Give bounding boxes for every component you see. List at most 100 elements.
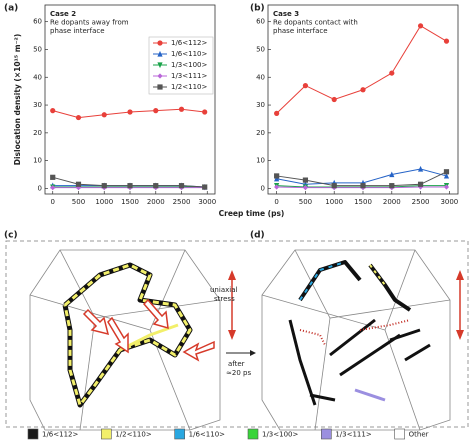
x-tick-label: 2500	[173, 198, 191, 206]
dislocation-segments	[288, 260, 431, 406]
point	[127, 183, 133, 189]
point	[274, 173, 280, 179]
arrow	[82, 298, 215, 362]
point	[443, 169, 450, 175]
legend-swatch	[27, 428, 39, 440]
legend-label: 1/2<110>	[171, 83, 207, 91]
stress-label: uniaxial	[210, 286, 237, 294]
legend-swatch	[247, 428, 259, 440]
point	[50, 108, 56, 114]
legend-label: 1/3<100>	[171, 61, 207, 69]
y-tick-label: 50	[256, 45, 265, 53]
y-tick-label: 0	[38, 184, 42, 192]
point	[50, 185, 56, 191]
point	[274, 184, 280, 190]
point	[389, 70, 395, 76]
x-tick-label: 1500	[121, 198, 139, 206]
y-tick-label: 60	[33, 18, 42, 26]
series-line	[276, 25, 447, 114]
x-axis-label: Creep time (ps)	[219, 209, 285, 218]
annotation: Re dopants contact with	[273, 19, 358, 27]
x-tick-label: 0	[274, 198, 278, 206]
annotation: phase interface	[273, 27, 328, 35]
legend-swatch	[394, 428, 405, 440]
point	[417, 181, 424, 187]
annotation: Re dopants away from	[50, 19, 129, 27]
x-tick-label: 1000	[95, 198, 113, 206]
transition-arrow	[226, 350, 256, 356]
point	[153, 183, 159, 189]
panel-label: (d)	[250, 231, 265, 241]
point	[360, 87, 366, 93]
point	[101, 112, 107, 118]
y-tick-label: 30	[256, 101, 265, 109]
stress-label: stress	[214, 295, 235, 303]
point	[360, 183, 366, 189]
point	[274, 110, 280, 116]
x-tick-label: 500	[72, 198, 85, 206]
legend-label: 1/3<111>	[171, 72, 207, 80]
y-tick-label: 60	[256, 18, 265, 26]
y-tick-label: 0	[261, 184, 265, 192]
point	[331, 96, 337, 103]
x-tick-label: 3000	[440, 198, 458, 206]
point	[443, 184, 450, 190]
legend-swatch	[321, 428, 332, 440]
point	[127, 109, 133, 115]
point	[178, 106, 185, 112]
transition-label: ≈20 ps	[226, 369, 251, 377]
legend-marker	[157, 50, 163, 57]
point	[331, 183, 337, 189]
legend-marker	[157, 62, 163, 69]
legend-label: 1/3<100>	[262, 431, 298, 439]
point	[178, 183, 185, 189]
y-tick-label: 20	[33, 129, 42, 137]
point	[389, 171, 395, 178]
x-tick-label: 2000	[147, 198, 165, 206]
y-axis-label: Dislocation density (×10¹⁵ m⁻²)	[13, 34, 22, 165]
legend: 1/6<112> 1/2<110> 1/6<110> 1/3<100> 1/3<111>…	[27, 428, 429, 440]
cube	[261, 249, 451, 431]
y-tick-label: 10	[256, 157, 265, 165]
annotation: phase interface	[50, 27, 105, 35]
point	[50, 174, 56, 180]
point	[302, 185, 309, 191]
stress-arrow	[228, 270, 464, 340]
y-tick-label: 30	[33, 101, 42, 109]
legend-swatch	[101, 428, 112, 440]
legend-marker	[157, 73, 163, 79]
point	[417, 23, 424, 29]
y-tick-label: 40	[256, 73, 265, 81]
point	[75, 181, 82, 187]
x-tick-label: 0	[50, 198, 54, 206]
frame	[5, 240, 469, 428]
annotation: Case 3	[273, 10, 299, 18]
legend-swatch	[174, 428, 185, 440]
point	[302, 83, 309, 89]
x-tick-label: 1500	[354, 198, 372, 206]
legend-label: 1/6<112>	[171, 39, 207, 47]
point	[202, 184, 208, 190]
legend-label: Other	[409, 431, 429, 439]
y-tick-label: 10	[33, 157, 42, 165]
x-tick-label: 2500	[412, 198, 430, 206]
panel-label: (c)	[4, 231, 18, 241]
point	[202, 109, 208, 115]
point	[443, 172, 450, 179]
legend-label: 1/2<110>	[115, 431, 151, 439]
x-tick-label: 2000	[383, 198, 401, 206]
point	[75, 114, 82, 121]
legend-marker	[157, 84, 163, 90]
x-tick-label: 1000	[325, 198, 343, 206]
x-tick-label: 500	[299, 198, 312, 206]
y-tick-label: 50	[33, 45, 42, 53]
point	[153, 108, 159, 114]
legend-label: 1/6<110>	[171, 50, 207, 58]
legend-label: 1/3<111>	[335, 431, 371, 439]
annotation: Case 2	[50, 10, 76, 18]
point	[443, 38, 450, 44]
transition-label: after	[228, 360, 245, 368]
panel-label: (a)	[4, 4, 18, 14]
